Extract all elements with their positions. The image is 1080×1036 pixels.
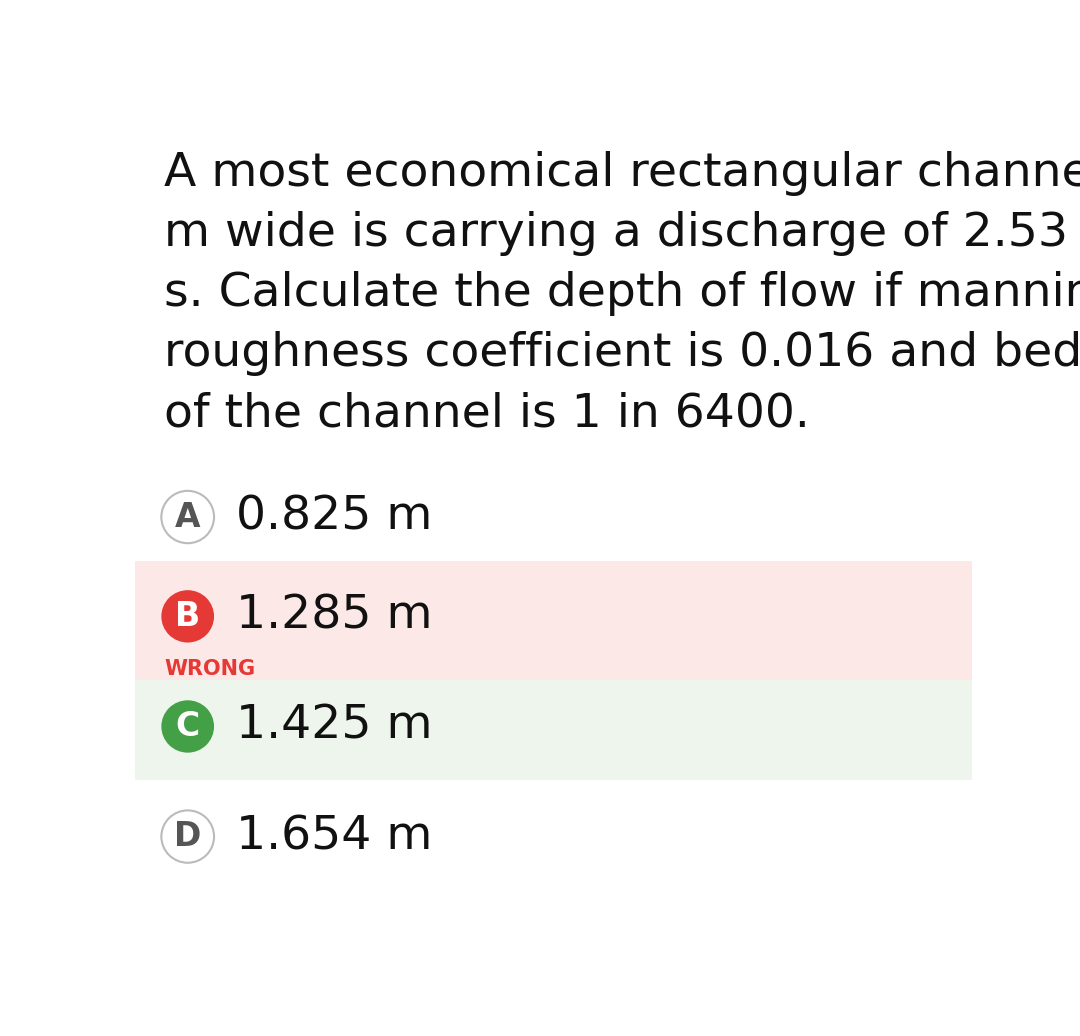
Bar — [135, 681, 972, 780]
Text: 1.654 m: 1.654 m — [235, 814, 432, 859]
Text: roughness coefficient is 0.016 and bed slope: roughness coefficient is 0.016 and bed s… — [164, 332, 1080, 376]
Circle shape — [161, 591, 214, 642]
Text: s. Calculate the depth of flow if manning’s: s. Calculate the depth of flow if mannin… — [164, 271, 1080, 316]
Text: 0.825 m: 0.825 m — [235, 494, 432, 540]
Text: m wide is carrying a discharge of 2.53 m: m wide is carrying a discharge of 2.53 m — [164, 211, 1080, 256]
Text: A most economical rectangular channel 2.85: A most economical rectangular channel 2.… — [164, 151, 1080, 196]
Text: 1.285 m: 1.285 m — [235, 594, 432, 639]
Text: D: D — [174, 821, 201, 853]
Text: of the channel is 1 in 6400.: of the channel is 1 in 6400. — [164, 392, 810, 436]
Bar — [135, 560, 972, 681]
Text: A: A — [175, 500, 201, 534]
Circle shape — [161, 700, 214, 752]
Text: WRONG: WRONG — [164, 659, 256, 679]
Text: B: B — [175, 600, 200, 633]
Text: 1.425 m: 1.425 m — [235, 703, 432, 749]
Text: C: C — [176, 710, 200, 743]
